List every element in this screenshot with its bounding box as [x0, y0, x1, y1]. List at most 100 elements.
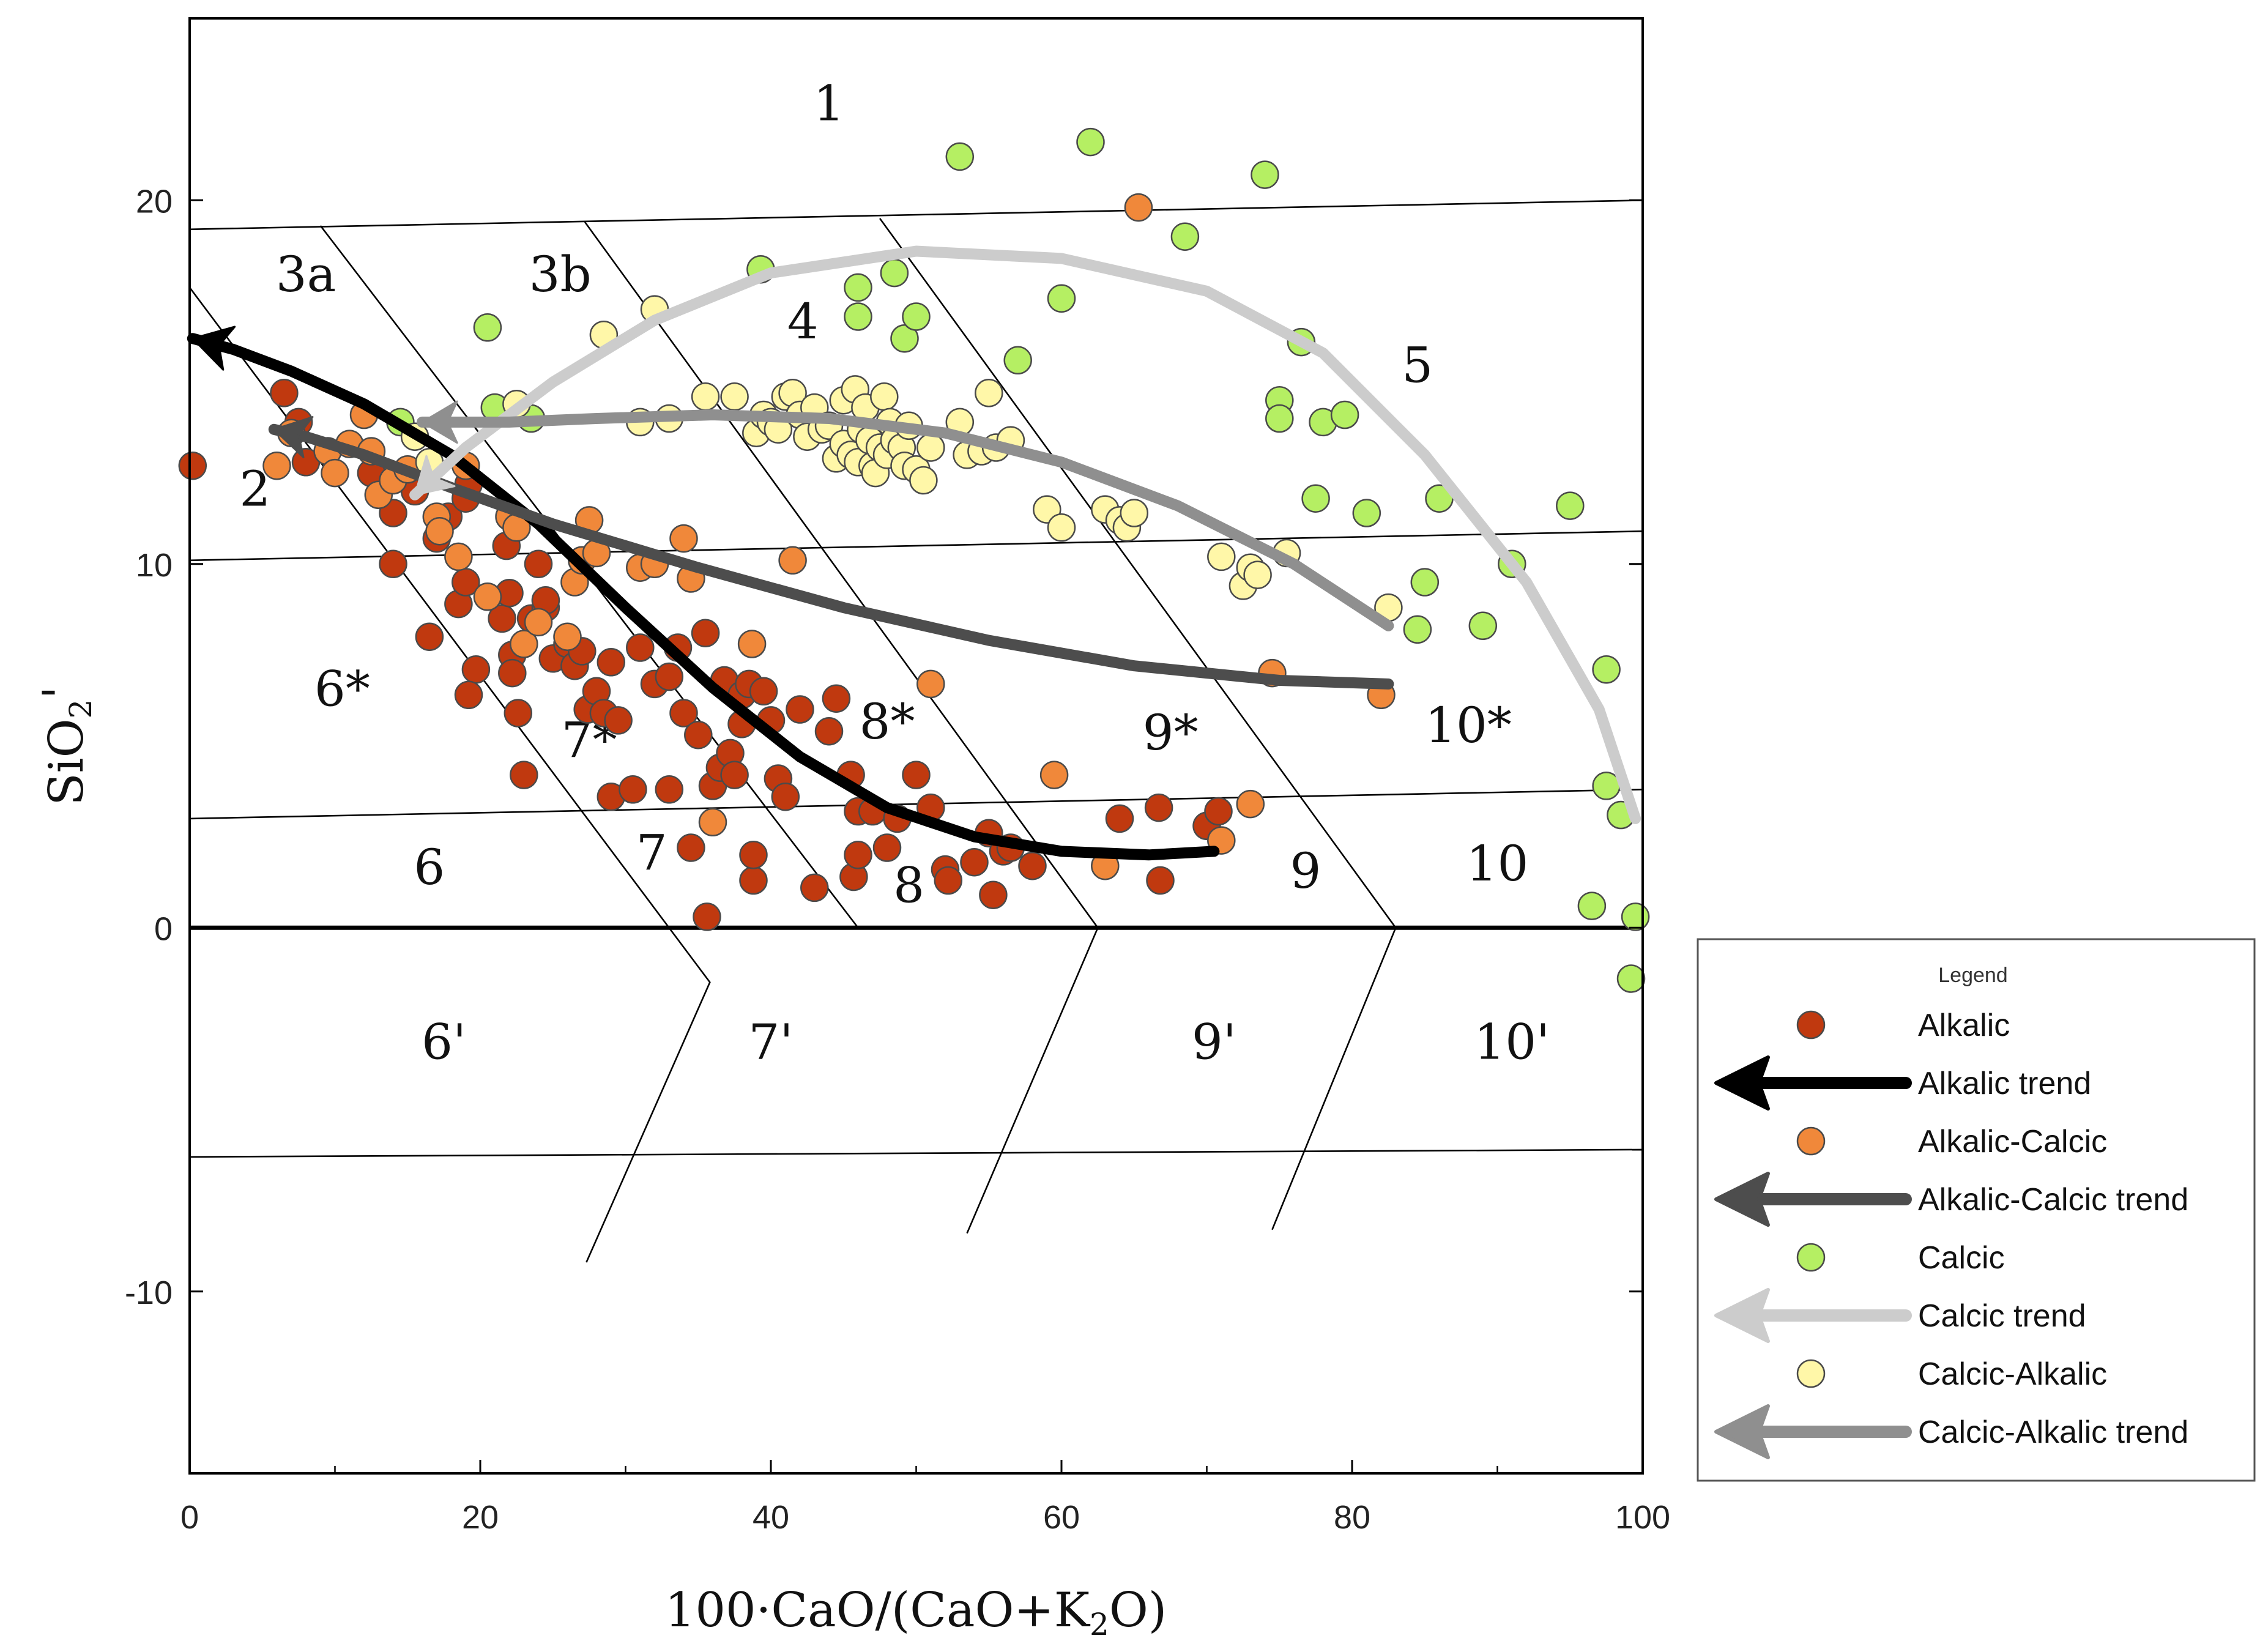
trend-arrowhead-calcic-alkalic-trend	[421, 400, 458, 444]
region-label-3a: 3a	[276, 246, 336, 303]
data-point-alkalic-calcic	[473, 582, 502, 611]
data-point-calcic-alkalic	[909, 466, 938, 495]
region-label-10: 10	[1466, 835, 1529, 892]
trend-alkalic-calcic-trend	[268, 416, 1394, 690]
data-point-calcic-alkalic	[1207, 542, 1236, 571]
data-point-alkalic-calcic	[510, 630, 538, 658]
region-label-8star: 8*	[860, 693, 915, 750]
legend-marker-calcic	[1796, 1243, 1826, 1272]
data-point-alkalic	[655, 775, 684, 804]
data-point-alkalic	[1018, 851, 1047, 880]
boundary-line-6	[190, 287, 711, 1263]
boundary-line-8	[584, 221, 1099, 1234]
data-point-calcic-alkalic	[975, 379, 1003, 407]
data-point-alkalic	[626, 633, 655, 662]
legend-label-alkalic-calcic: Alkalic-Calcic	[1918, 1124, 2107, 1159]
data-point-calcic	[1251, 160, 1279, 189]
legend-arrowhead-calcic-trend	[1714, 1288, 1770, 1343]
data-point-alkalic	[1204, 797, 1233, 826]
data-point-calcic	[1265, 404, 1294, 433]
data-point-alkalic	[693, 902, 721, 931]
region-label-6star: 6*	[314, 661, 370, 718]
data-point-calcic	[1468, 611, 1498, 641]
legend-arrowhead-calcic-alkalic-trend	[1714, 1404, 1770, 1459]
legend-label-calcic-alkalic-trend: Calcic-Alkalic trend	[1918, 1415, 2188, 1450]
legend-arrowhead-alkalic-calcic-trend	[1714, 1172, 1770, 1227]
data-point-alkalic-calcic	[1124, 193, 1153, 222]
y-tick-label: -10	[125, 1274, 173, 1311]
data-point-calcic	[1556, 491, 1585, 520]
trend-line-alkalic-trend	[187, 333, 1220, 861]
trend-line-alkalic-calcic-trend	[268, 423, 1394, 690]
data-point-alkalic	[655, 662, 684, 691]
data-point-alkalic	[691, 619, 720, 647]
data-point-alkalic	[510, 761, 538, 789]
legend-item-alkalic-trend: Alkalic trend	[1714, 1055, 2091, 1111]
data-point-alkalic	[1144, 793, 1173, 822]
data-point-calcic	[945, 142, 975, 171]
data-point-calcic	[880, 258, 909, 288]
data-point-alkalic	[619, 775, 647, 804]
legend-marker-calcic-alkalic	[1796, 1359, 1826, 1388]
data-point-calcic	[890, 324, 919, 353]
data-point-calcic-alkalic	[1120, 499, 1149, 527]
data-point-calcic	[1003, 346, 1032, 375]
trend-arrowhead-alkalic-calcic-trend	[273, 416, 314, 458]
data-point-alkalic	[934, 866, 963, 895]
legend-item-calcic-alkalic: Calcic-Alkalic	[1796, 1356, 2107, 1392]
legend-label-alkalic-calcic-trend: Alkalic-Calcic trend	[1918, 1182, 2188, 1218]
data-point-alkalic	[902, 761, 931, 789]
data-point-alkalic	[739, 841, 768, 869]
series-calcic	[386, 127, 1650, 993]
data-point-alkalic	[800, 873, 829, 902]
x-tick-label: 100	[1615, 1499, 1670, 1536]
data-point-alkalic-calcic	[1039, 761, 1069, 789]
data-point-calcic	[473, 313, 502, 342]
legend-item-alkalic: Alkalic	[1796, 1008, 2010, 1043]
trend-calcic-alkalic-trend	[417, 400, 1394, 631]
legend: Legend Alkalic Alkalic trend Alkalic-Calci…	[1697, 938, 2256, 1482]
data-point-alkalic	[498, 658, 527, 688]
data-point-alkalic	[739, 866, 768, 895]
data-point-alkalic	[669, 699, 698, 727]
data-point-calcic	[844, 302, 872, 331]
region-label-6prime: 6'	[422, 1013, 466, 1070]
data-point-calcic	[1410, 568, 1440, 597]
legend-title: Legend	[1938, 964, 2007, 987]
legend-item-calcic-trend: Calcic trend	[1714, 1288, 2086, 1343]
data-point-alkalic-calcic	[1236, 789, 1265, 819]
x-tick-label: 40	[753, 1499, 789, 1536]
data-point-alkalic	[415, 622, 444, 651]
data-point-calcic	[1047, 284, 1076, 313]
data-point-alkalic-calcic	[553, 622, 582, 651]
data-point-calcic	[1301, 484, 1330, 513]
legend-label-calcic: Calcic	[1918, 1240, 2005, 1276]
trend-alkalic-trend	[187, 326, 1220, 861]
data-point-alkalic	[504, 699, 533, 727]
region-label-6: 6	[414, 839, 445, 896]
data-point-calcic	[844, 273, 872, 302]
region-label-10star: 10*	[1425, 697, 1512, 754]
legend-label-alkalic: Alkalic	[1918, 1008, 2010, 1043]
region-label-1: 1	[814, 75, 845, 132]
y-tick-label: 0	[154, 910, 173, 947]
y-tick-label: 20	[136, 183, 173, 220]
legend-arrowhead-alkalic-trend	[1714, 1055, 1770, 1111]
x-tick-label: 0	[180, 1499, 199, 1536]
data-point-calcic	[1170, 222, 1200, 251]
y-axis-title: SiO2'	[33, 686, 99, 806]
x-tick-label: 20	[462, 1499, 499, 1536]
data-point-alkalic	[597, 648, 626, 677]
region-label-7prime: 7'	[749, 1013, 794, 1070]
legend-marker-alkalic	[1796, 1010, 1826, 1040]
data-point-alkalic	[270, 379, 299, 407]
data-point-alkalic	[454, 680, 483, 710]
data-point-alkalic	[379, 549, 407, 579]
boundary-line-5	[190, 1148, 1643, 1158]
region-label-9star: 9*	[1143, 704, 1199, 761]
data-point-alkalic	[720, 761, 749, 789]
data-point-alkalic	[749, 677, 778, 706]
data-point-alkalic-calcic	[698, 808, 727, 837]
legend-item-alkalic-calcic-trend: Alkalic-Calcic trend	[1714, 1172, 2188, 1227]
